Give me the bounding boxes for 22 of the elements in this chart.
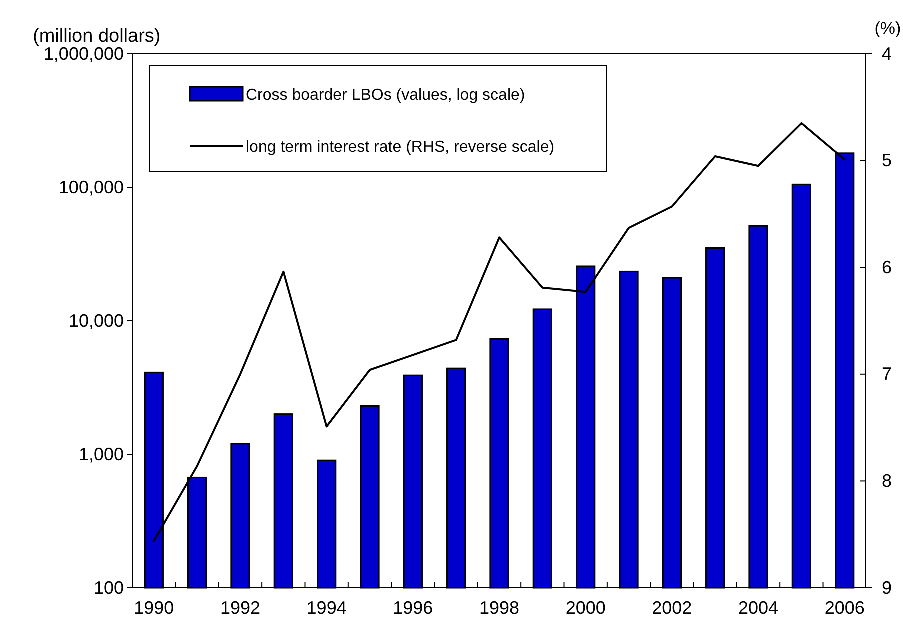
y2-axis-title: (%) xyxy=(874,19,902,38)
y-tick-label: 10,000 xyxy=(68,310,124,331)
y-tick-label: 1,000 xyxy=(78,444,124,464)
y2-tick-label: 4 xyxy=(882,44,892,64)
x-tick-label: 1990 xyxy=(134,598,174,618)
y2-tick-label: 5 xyxy=(882,150,892,171)
x-tick-label: 2002 xyxy=(652,598,692,618)
y2-tick-label: 6 xyxy=(882,257,892,278)
y2-tick-label: 9 xyxy=(882,578,892,598)
x-tick-label: 1996 xyxy=(393,598,434,618)
y2-tick-label: 7 xyxy=(882,364,892,384)
y-tick-label: 100 xyxy=(94,578,124,598)
legend-label: long term interest rate (RHS, reverse scale) xyxy=(246,139,555,156)
x-tick-label: 1992 xyxy=(220,598,261,618)
y-tick-label: 100,000 xyxy=(58,177,124,198)
x-tick-label: 2004 xyxy=(738,598,779,618)
y2-tick-label: 8 xyxy=(882,470,892,491)
legend-label: Cross boarder LBOs (values, log scale) xyxy=(246,87,526,104)
x-tick-label: 1994 xyxy=(306,598,347,618)
x-tick-label: 2006 xyxy=(824,598,865,618)
x-tick-label: 1998 xyxy=(479,598,520,618)
x-tick-label: 2000 xyxy=(566,598,606,618)
